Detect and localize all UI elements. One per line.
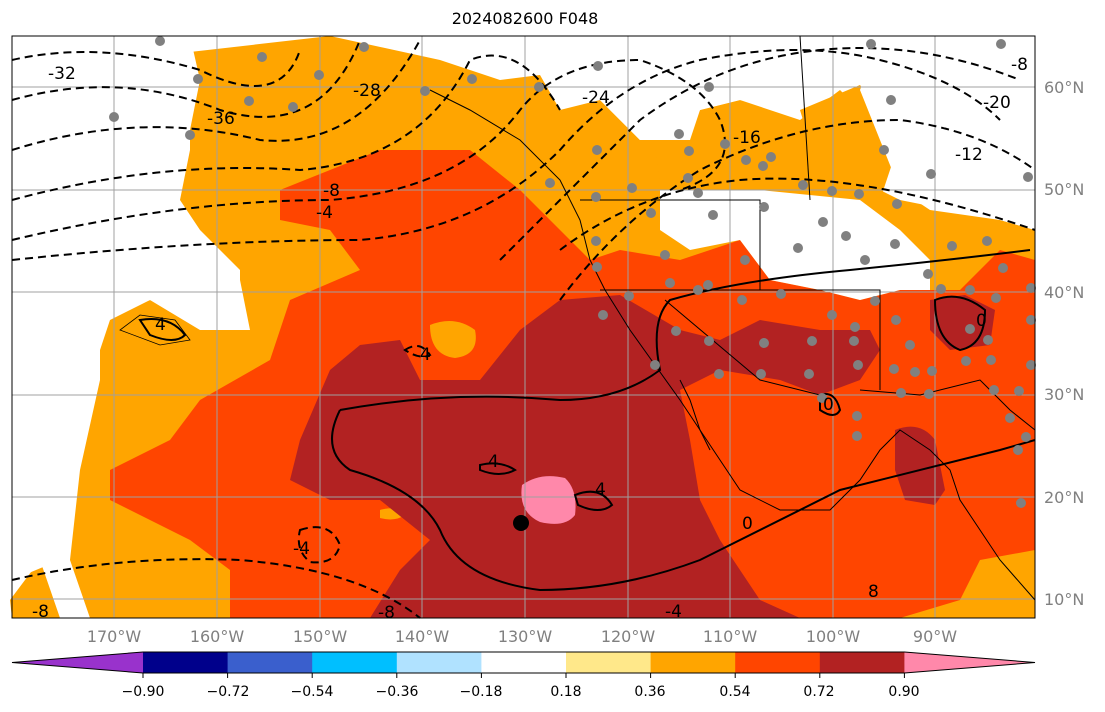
contour-label: -24	[582, 88, 610, 108]
colorbar-swatch	[650, 652, 736, 673]
lon-label: 120°W	[600, 627, 656, 646]
colorbar-swatch	[735, 652, 821, 673]
lon-label: 150°W	[292, 627, 348, 646]
colorbar-tick-label: 0.54	[719, 684, 751, 700]
colorbar-swatch	[143, 652, 229, 673]
colorbar-tick-label: −0.54	[290, 684, 334, 700]
colorbar-tick-label: 0.36	[634, 684, 666, 700]
lon-label: 110°W	[702, 627, 758, 646]
contour-label: 0	[976, 311, 987, 331]
colorbar-tick-label: −0.36	[375, 684, 419, 700]
contour-label: -4	[316, 203, 333, 223]
colorbar-extend-max	[904, 652, 1035, 673]
lat-label: 40°N	[1044, 283, 1085, 302]
colorbar-extend-min	[12, 652, 143, 673]
contour-label: -28	[353, 81, 381, 101]
contour-label: -8	[32, 602, 49, 622]
contour-label: -12	[955, 145, 983, 165]
colorbar-tick-label: −0.18	[459, 684, 503, 700]
colorbar-swatch	[227, 652, 313, 673]
lon-label: 140°W	[394, 627, 450, 646]
contour-label: -8	[378, 603, 395, 623]
contour-label: 0	[823, 395, 834, 415]
colorbar-tick-label: −0.72	[206, 684, 250, 700]
contour-label: 4	[420, 345, 431, 365]
contour-label: 4	[595, 480, 606, 500]
positive-contours	[138, 249, 1036, 592]
map-title: 2024082600 F048	[451, 9, 599, 28]
lon-label: 170°W	[86, 627, 142, 646]
colorbar-swatch	[566, 652, 652, 673]
colorbar-swatch	[819, 652, 905, 673]
graticule	[12, 36, 1035, 618]
lat-label: 50°N	[1044, 180, 1085, 199]
contour-label: -36	[207, 109, 235, 129]
colorbar-tick-label: 0.72	[803, 684, 835, 700]
lon-label: 130°W	[497, 627, 553, 646]
storm-center-marker	[513, 515, 529, 531]
lon-label: 160°W	[189, 627, 245, 646]
contour-label: -20	[983, 93, 1011, 113]
lon-label: 100°W	[805, 627, 861, 646]
contour-label: 4	[155, 315, 166, 335]
coastlines	[119, 35, 1036, 601]
lat-label: 10°N	[1044, 590, 1085, 609]
colorbar-tick-label: 0.18	[550, 684, 582, 700]
lat-label: 20°N	[1044, 488, 1085, 507]
colorbar	[11, 651, 1036, 678]
colorbar-swatch	[396, 652, 482, 673]
colorbar-swatch	[312, 652, 398, 673]
negative-contours	[11, 39, 1036, 619]
map-border	[11, 35, 1036, 619]
lat-label: 60°N	[1044, 78, 1085, 97]
anomaly-fill-pink	[521, 476, 576, 524]
lon-label: 90°W	[912, 627, 958, 646]
contour-label: -8	[323, 181, 340, 201]
colorbar-swatch	[481, 652, 567, 673]
lat-label: 30°N	[1044, 385, 1085, 404]
station-markers	[109, 36, 1036, 508]
contour-label: -16	[733, 128, 761, 148]
colorbar-tick-label: −0.90	[121, 684, 165, 700]
colorbar-tick-label: 0.90	[888, 684, 920, 700]
contour-label: 8	[868, 582, 879, 602]
contour-label: -4	[293, 539, 310, 559]
contour-label: -4	[665, 602, 682, 622]
contour-label: -8	[1011, 55, 1028, 75]
contour-label: 0	[742, 514, 753, 534]
contour-label: -32	[48, 64, 76, 84]
contour-label: 4	[488, 452, 499, 472]
